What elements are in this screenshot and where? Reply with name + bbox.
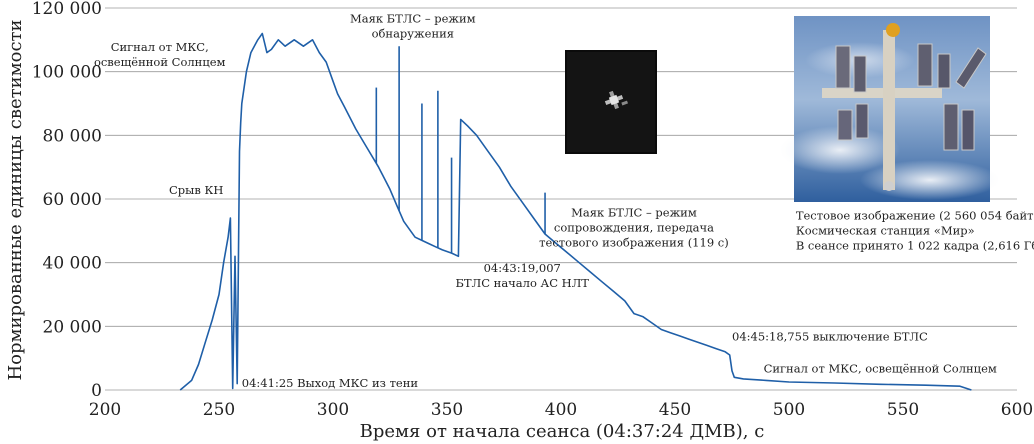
- x-tick-label: 500: [773, 400, 805, 420]
- x-tick-label: 400: [545, 400, 577, 420]
- y-axis-label: Нормированные единицы светимости: [5, 19, 26, 380]
- satellite-thumbnail-icon: [565, 50, 657, 154]
- y-tick-label: 100 000: [32, 63, 102, 83]
- annotation-beacon_detect: Маяк БТЛС – режим обнаружения: [350, 11, 476, 40]
- y-tick-label: 120 000: [32, 0, 102, 19]
- annotation-mks_signal_2: Сигнал от МКС, освещённой Солнцем: [764, 361, 997, 375]
- x-tick-label: 600: [1001, 400, 1033, 420]
- annotation-btls_off: 04:45:18,755 выключение БТЛС: [732, 330, 928, 344]
- y-tick-label: 20 000: [43, 317, 102, 337]
- y-tick-label: 0: [91, 381, 102, 401]
- y-tick-label: 60 000: [43, 190, 102, 210]
- y-axis-ticks: 0 20 000 40 000 60 000 80 000 100 000 120 000: [32, 0, 102, 401]
- grid-lines: [105, 7, 1017, 391]
- annotation-mks_exit_shadow: 04:41:25 Выход МКС из тени: [242, 376, 419, 390]
- x-tick-label: 350: [431, 400, 463, 420]
- y-tick-label: 80 000: [43, 126, 102, 146]
- series-line: [179, 32, 972, 391]
- annotation-beacon_track: Маяк БТЛС – режим сопровождения, передача…: [539, 206, 729, 250]
- x-tick-label: 550: [887, 400, 919, 420]
- annotation-start_as: 04:43:19,007 БТЛС начало АС НЛТ: [455, 261, 589, 290]
- annotation-test_image: Тестовое изображение (2 560 054 байт, ти…: [796, 209, 1034, 253]
- annotation-kn_fail: Срыв КН: [169, 183, 223, 197]
- x-tick-label: 300: [317, 400, 349, 420]
- x-tick-label: 200: [89, 400, 121, 420]
- x-axis-ticks: 200 250 300 350 400 450 500 550 600: [89, 400, 1033, 420]
- x-axis-label: Время от начала сеанса (04:37:24 ДМВ), с: [360, 421, 765, 442]
- x-tick-label: 250: [203, 400, 235, 420]
- annotation-mks_signal_1: Сигнал от МКС, освещённой Солнцем: [94, 40, 226, 69]
- y-tick-label: 40 000: [43, 254, 102, 274]
- annotations: Сигнал от МКС, освещённой Солнцем Маяк БТЛ…: [94, 11, 1034, 389]
- signal-spikes: [375, 46, 546, 254]
- x-tick-label: 450: [659, 400, 691, 420]
- mir-station-photo-icon: [780, 16, 1000, 202]
